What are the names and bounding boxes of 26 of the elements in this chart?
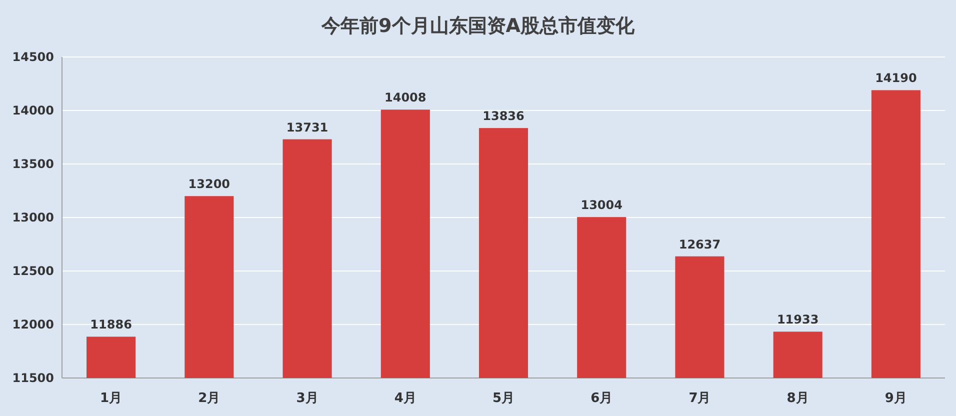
x-tick-label: 2月 [198, 391, 220, 406]
y-tick-label: 12000 [12, 318, 54, 332]
data-label: 13731 [286, 120, 328, 134]
x-tick-label: 6月 [590, 391, 613, 406]
data-label: 14190 [875, 71, 917, 86]
data-label: 13200 [188, 177, 230, 192]
data-label: 13004 [580, 198, 622, 212]
x-tick-label: 5月 [492, 391, 515, 406]
y-tick-label: 13000 [12, 210, 54, 224]
x-tick-label: 4月 [394, 391, 416, 406]
x-tick-label: 7月 [688, 391, 711, 406]
y-tick-label: 12500 [12, 264, 54, 278]
x-tick-label: 3月 [296, 391, 318, 406]
y-tick-label: 14500 [12, 50, 54, 64]
chart-title: 今年前9个月山东国资A股总市值变化 [320, 15, 636, 37]
x-tick-label: 1月 [100, 391, 122, 406]
y-tick-label: 14000 [12, 104, 54, 118]
y-tick-label: 11500 [12, 371, 54, 385]
data-label: 13836 [482, 109, 524, 124]
data-label: 12637 [678, 237, 721, 252]
data-label: 11933 [776, 312, 819, 327]
y-tick-label: 13500 [12, 157, 54, 171]
x-tick-label: 8月 [786, 391, 809, 406]
data-label: 14008 [384, 90, 426, 105]
data-label: 11886 [90, 318, 132, 332]
x-tick-label: 9月 [884, 391, 907, 406]
